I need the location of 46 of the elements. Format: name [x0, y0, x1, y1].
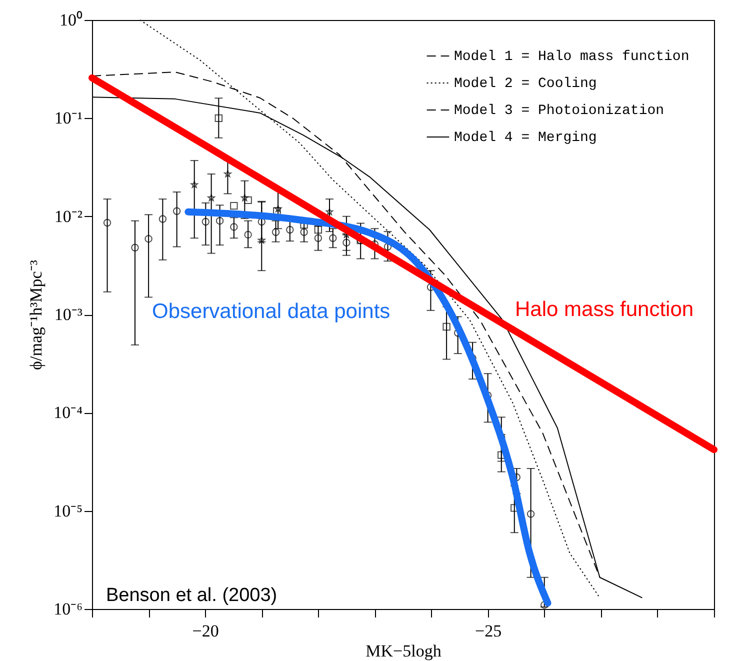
y-axis-title: ϕ/mag⁻¹h³Mpc⁻³ — [26, 260, 46, 370]
legend-label: Model 4 = Merging — [454, 130, 597, 146]
point — [272, 228, 280, 236]
point — [103, 218, 112, 227]
point — [190, 180, 198, 188]
annotation: Halo mass function — [515, 298, 694, 321]
point — [286, 226, 294, 234]
point — [230, 223, 238, 231]
y-tick-label: 10⁻⁶ — [54, 600, 83, 618]
point — [230, 202, 238, 210]
point — [214, 114, 223, 122]
x-tick-label: −20 — [192, 622, 219, 640]
y-tick-label: 10⁻³ — [54, 305, 82, 324]
point — [240, 194, 248, 202]
legend-label: Model 3 = Photoionization — [454, 103, 664, 119]
point — [526, 510, 535, 518]
point — [144, 234, 152, 243]
point — [274, 205, 282, 212]
point — [300, 228, 308, 236]
point — [131, 244, 139, 252]
point — [244, 230, 252, 239]
point — [158, 215, 167, 223]
legend-label: Model 2 = Cooling — [454, 76, 597, 92]
point — [329, 234, 337, 242]
legend-label: Model 1 = Halo mass function — [454, 49, 690, 65]
y-tick-label: 10⁻⁴ — [54, 403, 83, 422]
point — [244, 196, 252, 204]
annotation: Benson et al. (2003) — [106, 585, 278, 606]
point — [342, 238, 350, 246]
annotation: Observational data points — [152, 300, 390, 323]
point — [224, 170, 232, 178]
point — [442, 322, 450, 331]
y-tick-label: 10⁻² — [54, 206, 82, 226]
point — [314, 234, 322, 242]
point — [172, 207, 181, 215]
point — [208, 194, 215, 202]
x-axis-title: MK−5logh — [366, 642, 442, 660]
point — [314, 226, 322, 234]
point — [258, 236, 266, 244]
point — [326, 208, 334, 216]
y-tick-label: 10⁻⁵ — [54, 501, 83, 520]
point — [216, 216, 224, 225]
y-tick-label: 10⁰ — [60, 10, 82, 30]
x-tick-label: −25 — [475, 622, 502, 640]
y-tick-label: 10⁻¹ — [54, 108, 82, 128]
point — [202, 218, 210, 226]
